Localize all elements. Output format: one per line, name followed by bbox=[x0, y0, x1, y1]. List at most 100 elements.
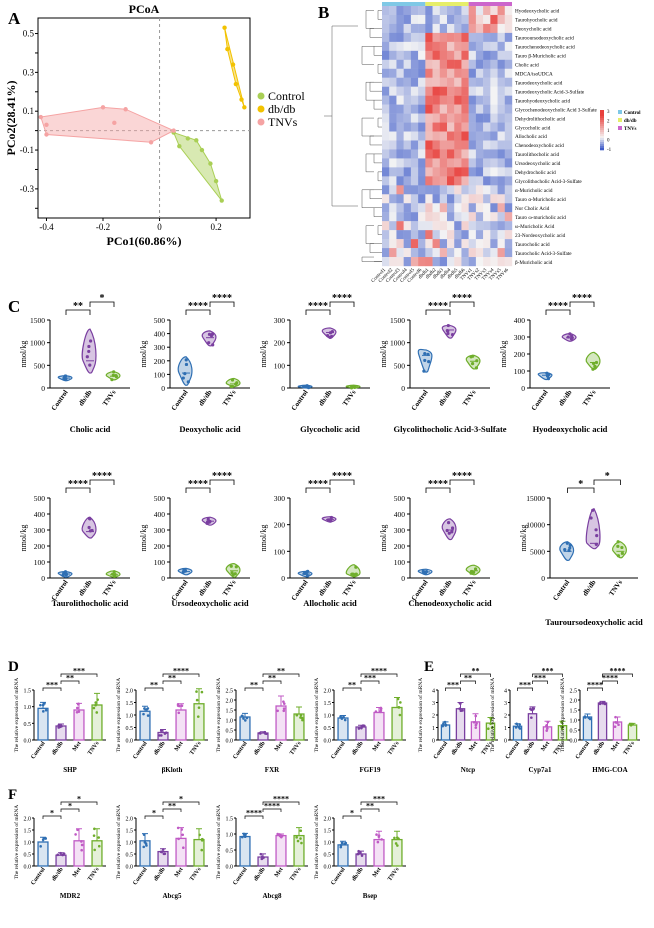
heatmap-cell bbox=[454, 113, 462, 123]
heatmap-cell bbox=[389, 140, 397, 150]
heatmap-cell bbox=[475, 194, 484, 204]
bar-title: FXR bbox=[265, 766, 280, 774]
violin-title: Allocholic acid bbox=[303, 598, 357, 608]
heatmap-cell bbox=[432, 230, 440, 240]
heatmap-cell bbox=[490, 221, 498, 231]
bar-point bbox=[195, 690, 198, 693]
violin-point bbox=[566, 335, 570, 339]
violin-point bbox=[568, 546, 572, 550]
heatmap-cell bbox=[461, 131, 469, 141]
heatmap-cell bbox=[461, 23, 469, 34]
heatmap-cell bbox=[447, 59, 455, 69]
bar-point bbox=[75, 706, 79, 710]
bar-rect bbox=[373, 711, 385, 741]
violin-ytick-label: 0 bbox=[541, 574, 545, 583]
violin-ytick-label: 200 bbox=[34, 542, 46, 551]
heatmap-cell bbox=[461, 230, 469, 240]
bar-point bbox=[243, 833, 246, 837]
heatmap-scale-step bbox=[600, 118, 604, 121]
pcoa-ytick-label: -0.1 bbox=[20, 145, 34, 155]
heatmap-scale-step bbox=[600, 146, 604, 149]
violin-ytick-label: 100 bbox=[274, 547, 286, 556]
heatmap-scale-step bbox=[600, 124, 604, 127]
violin-point bbox=[64, 377, 68, 381]
bar-sig-bracket bbox=[60, 808, 80, 812]
heatmap-row-label: Taurochenodeoxycholic acid bbox=[515, 45, 575, 51]
bar-point bbox=[361, 724, 365, 727]
bar-point bbox=[395, 836, 399, 839]
heatmap-cell bbox=[483, 248, 491, 258]
heatmap-scale-step bbox=[600, 128, 604, 131]
heatmap-cell bbox=[504, 149, 513, 159]
heatmap-cell bbox=[461, 50, 469, 60]
heatmap-cell bbox=[461, 158, 469, 168]
violin-point bbox=[186, 380, 190, 384]
heatmap-cell bbox=[439, 86, 448, 96]
bar-sig-label: * bbox=[68, 802, 72, 811]
bar-group-label: db/db bbox=[253, 866, 267, 882]
heatmap-cell bbox=[497, 77, 505, 87]
violin-ytick-label: 400 bbox=[514, 316, 526, 325]
bar-point bbox=[57, 726, 61, 729]
heatmap-cell bbox=[468, 77, 477, 87]
heatmap-cell bbox=[389, 167, 397, 177]
heatmap-scale-step bbox=[600, 134, 604, 137]
bar-errorbar bbox=[242, 712, 248, 717]
bar-point bbox=[200, 690, 204, 694]
heatmap-row-label: Taurocholic Acid-3-Sulfate bbox=[515, 250, 572, 257]
panel-label-f: F bbox=[8, 787, 17, 803]
bar-ytick-label: 0 bbox=[432, 739, 435, 745]
heatmap-cell bbox=[454, 140, 462, 150]
bar-point bbox=[359, 851, 362, 855]
bar-point bbox=[177, 711, 181, 715]
heatmap-cell bbox=[418, 176, 426, 186]
violin-group-label: db/db bbox=[581, 578, 598, 597]
bar-rect bbox=[139, 840, 151, 867]
heatmap-cell bbox=[425, 68, 433, 78]
heatmap-cell bbox=[432, 6, 440, 16]
bar-point bbox=[598, 702, 602, 706]
violin-ytick-label: 200 bbox=[154, 357, 166, 366]
bar-group-label: TNVs bbox=[189, 740, 203, 756]
violin-sig-label: **** bbox=[68, 479, 88, 490]
bar-sig-label: *** bbox=[373, 795, 385, 804]
heatmap-cell bbox=[410, 59, 419, 69]
bar-group-label: db/db bbox=[593, 740, 607, 756]
violin-group-label: Control bbox=[410, 389, 430, 413]
heatmap-cell bbox=[418, 59, 426, 69]
heatmap-cell bbox=[403, 158, 412, 168]
heatmap-cell bbox=[396, 23, 404, 34]
heatmap-cell bbox=[396, 158, 404, 168]
heatmap-cell bbox=[403, 14, 412, 25]
heatmap-cell bbox=[490, 50, 498, 60]
heatmap-cell bbox=[504, 131, 513, 141]
heatmap-row-label: Allocholic acid bbox=[515, 134, 547, 140]
heatmap-cell bbox=[403, 32, 412, 43]
bar-point bbox=[295, 836, 298, 839]
heatmap-cell bbox=[454, 212, 462, 222]
heatmap-legend-label: Control bbox=[624, 111, 641, 116]
heatmap-cell bbox=[439, 194, 448, 204]
heatmap-cell bbox=[432, 59, 440, 69]
violin-ytick-label: 0 bbox=[161, 574, 165, 583]
heatmap-scale-step bbox=[600, 140, 604, 143]
violin-point bbox=[446, 331, 450, 336]
violin-ytick-label: 0 bbox=[401, 574, 405, 583]
violin-ylabel: nmol/kg bbox=[499, 341, 508, 368]
heatmap-cell bbox=[425, 248, 433, 258]
heatmap-cell bbox=[410, 50, 419, 60]
bar-sig-label: ** bbox=[348, 681, 356, 690]
violin-point bbox=[112, 370, 116, 374]
heatmap-group-bar bbox=[425, 2, 469, 6]
bar-ytick-label: 1.5 bbox=[324, 829, 332, 835]
bar-sig-label: ** bbox=[464, 674, 472, 683]
heatmap-cell bbox=[483, 230, 491, 240]
violin-point bbox=[469, 570, 473, 575]
heatmap-scale-step bbox=[600, 144, 604, 147]
heatmap-cell bbox=[410, 86, 419, 96]
heatmap-cell bbox=[418, 185, 426, 195]
violin-point bbox=[616, 540, 620, 544]
bar-errorbar bbox=[584, 713, 591, 717]
bar-point bbox=[180, 828, 184, 831]
pcoa-ylabel: PCo2(28.41%) bbox=[4, 81, 18, 156]
